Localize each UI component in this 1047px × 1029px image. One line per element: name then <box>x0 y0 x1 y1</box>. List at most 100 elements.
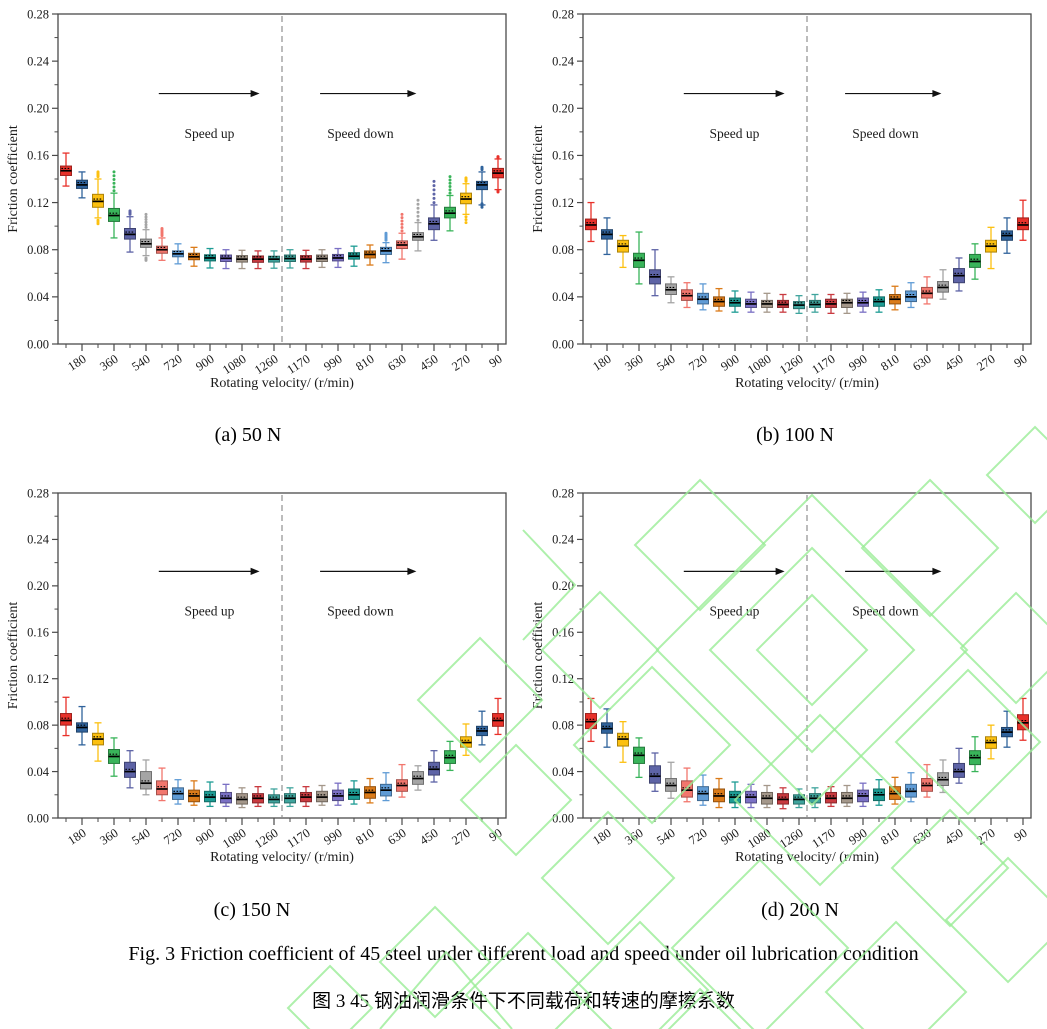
x-tick-label: 1080 <box>745 352 774 377</box>
x-tick-label: 540 <box>654 826 677 848</box>
outlier-dot <box>432 201 436 205</box>
box-plot-item <box>124 209 136 253</box>
figure-caption-english: Fig. 3 Friction coefficient of 45 steel … <box>128 943 919 965</box>
x-tick-label: 1170 <box>284 352 312 377</box>
x-tick-label: 720 <box>161 352 184 374</box>
outlier-dot <box>400 226 404 230</box>
panel-caption-c: (c) 150 N <box>213 899 291 921</box>
x-tick-label: 810 <box>878 352 901 374</box>
box-plot-item <box>969 243 981 280</box>
y-tick-label: 0.24 <box>552 54 575 68</box>
box-plot-item <box>985 724 997 760</box>
outlier-dot <box>112 181 116 185</box>
x-tick-label: 90 <box>1012 352 1030 371</box>
box-plot-item <box>873 289 885 313</box>
outlier-dot <box>480 205 484 209</box>
box-plot-item <box>761 784 773 809</box>
box-plot-item <box>428 750 440 783</box>
box-plot-item <box>108 170 120 239</box>
outlier-dot <box>400 219 404 223</box>
boxplot-c-chart: 0.00 0.04 0.08 0.12 0.16 0.20 0.24 0.28 Friction… <box>6 486 507 865</box>
y-tick-label: 0.16 <box>27 626 49 640</box>
y-tick-label: 0.00 <box>552 337 574 351</box>
x-tick-label: 900 <box>193 826 216 848</box>
box-plot-item <box>601 708 613 748</box>
y-axis-title: Friction coefficient <box>531 602 546 710</box>
iqr-box <box>953 762 965 778</box>
x-tick-label: 1080 <box>745 826 774 851</box>
box-plot-item <box>108 737 120 777</box>
iqr-box <box>156 780 168 796</box>
x-tick-label: 900 <box>718 352 741 374</box>
y-tick-label: 0.04 <box>27 290 50 304</box>
box-plot-item <box>953 257 965 292</box>
x-tick-label: 270 <box>449 352 472 374</box>
box-plot-item <box>92 722 104 762</box>
box-plot-item <box>665 761 677 799</box>
speed-up-arrow-head <box>250 89 260 98</box>
outlier-dot <box>96 218 100 222</box>
outlier-dot <box>112 174 116 178</box>
y-tick-label: 0.04 <box>27 765 50 779</box>
box-plot-item <box>745 783 757 809</box>
x-axis-title: Rotating velocity/ (r/min) <box>210 376 354 391</box>
box-plot-item <box>937 759 949 794</box>
outlier-dot <box>448 175 452 179</box>
outlier-dot <box>432 188 436 192</box>
box-plot-item <box>585 697 597 743</box>
box-plot-item <box>841 784 853 808</box>
y-axis-title: Friction coefficient <box>6 125 21 233</box>
box-plot-item <box>633 737 645 779</box>
x-tick-label: 270 <box>974 826 997 848</box>
box-plot-item <box>617 234 629 269</box>
box-plot-item <box>60 152 72 187</box>
outlier-dot <box>144 212 148 216</box>
box-plot-item <box>364 244 376 266</box>
box-plot-item <box>809 293 821 313</box>
x-tick-label: 540 <box>129 826 152 848</box>
outlier-dot <box>400 212 404 216</box>
panel-c: 0.00 0.04 0.08 0.12 0.16 0.20 0.24 0.28 Friction… <box>0 478 523 898</box>
x-tick-label: 360 <box>622 352 645 374</box>
outlier-dot <box>432 179 436 183</box>
box-plot-item <box>889 776 901 805</box>
box-plot-item <box>889 285 901 311</box>
x-tick-label: 450 <box>942 826 965 848</box>
box-plot-item <box>857 782 869 808</box>
outlier-dot <box>128 209 132 213</box>
speed-down-label: Speed down <box>852 126 919 141</box>
speed-down-arrow-head <box>932 89 942 98</box>
panel-caption-b: (b) 100 N <box>756 424 834 446</box>
box-plot-item <box>396 763 408 798</box>
box-plot-item <box>633 231 645 285</box>
box-plot-item <box>857 291 869 313</box>
box-plot-item <box>985 226 997 270</box>
outlier-dot <box>432 192 436 196</box>
y-axis-title: Friction coefficient <box>6 602 21 710</box>
x-axis-title: Rotating velocity/ (r/min) <box>735 850 879 865</box>
y-tick-label: 0.28 <box>27 7 49 21</box>
x-tick-label: 1080 <box>220 352 249 377</box>
box-plot-item <box>124 750 136 789</box>
x-tick-label: 630 <box>385 826 408 848</box>
x-tick-label: 1170 <box>809 352 837 377</box>
x-tick-label: 450 <box>942 352 965 374</box>
box-plot-item <box>476 165 488 209</box>
y-tick-label: 0.20 <box>552 579 574 593</box>
speed-down-arrow-head <box>407 89 417 98</box>
box-plot-item <box>905 772 917 803</box>
y-tick-label: 0.16 <box>552 626 574 640</box>
iqr-box <box>140 771 152 790</box>
x-tick-label: 180 <box>590 352 613 374</box>
y-tick-label: 0.04 <box>552 290 575 304</box>
iqr-box <box>124 761 136 778</box>
y-tick-label: 0.12 <box>552 672 574 686</box>
iqr-box <box>681 780 693 798</box>
x-tick-label: 270 <box>974 352 997 374</box>
outlier-dot <box>144 225 148 229</box>
box-plot-item <box>969 736 981 773</box>
outlier-dot <box>144 218 148 222</box>
y-tick-label: 0.28 <box>552 7 574 21</box>
box-plot-item <box>220 249 232 270</box>
